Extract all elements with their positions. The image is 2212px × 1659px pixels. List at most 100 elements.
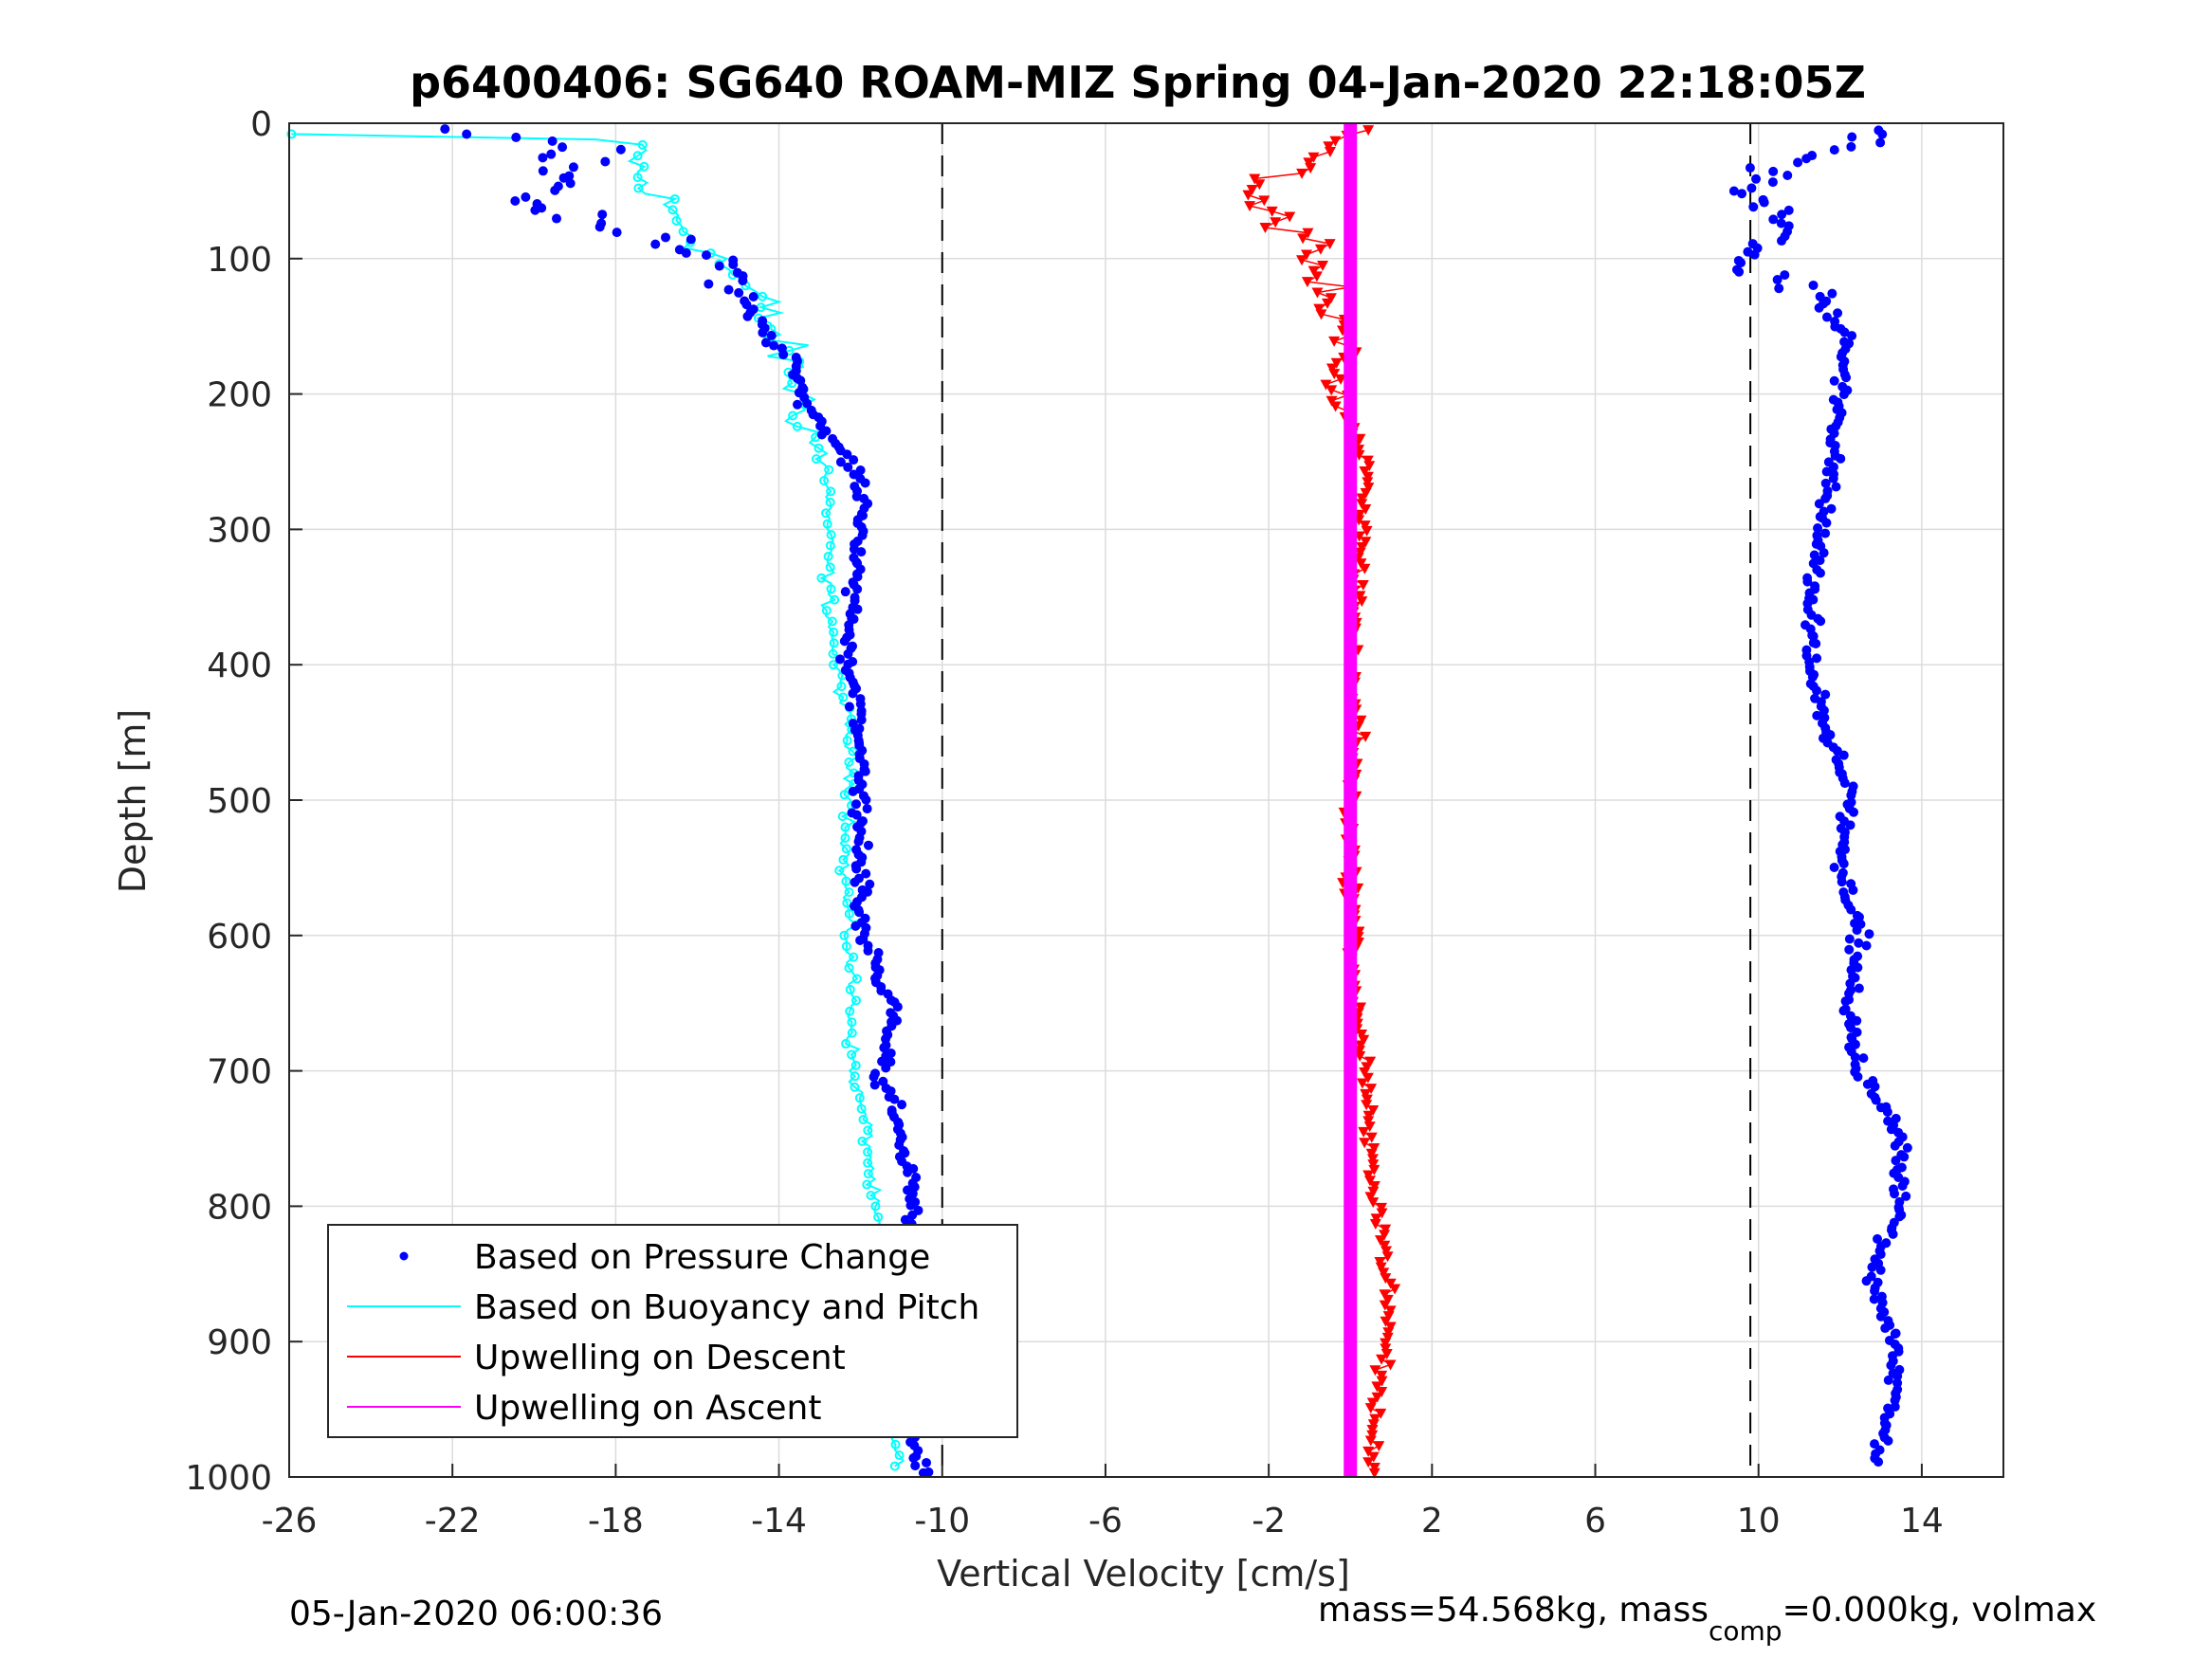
upwelling-descent-marker	[1379, 1230, 1391, 1241]
pressure-descent-dot	[510, 196, 521, 207]
pressure-ascent-dot	[1808, 631, 1819, 642]
pressure-descent-dot	[758, 327, 768, 337]
pressure-ascent-dot	[1751, 173, 1762, 184]
pressure-ascent-dot	[1890, 1401, 1900, 1412]
buoyancy-pitch-point	[671, 215, 682, 226]
pressure-ascent-dot	[1837, 877, 1847, 887]
upwelling-descent-marker	[1360, 503, 1372, 515]
pressure-descent-dot	[558, 173, 569, 183]
upwelling-descent-marker	[1324, 146, 1336, 157]
pressure-descent-dot	[903, 1167, 913, 1177]
upwelling-descent-marker	[1379, 1289, 1391, 1301]
x-tick-label: -2	[1252, 1502, 1286, 1540]
upwelling-descent-marker	[1373, 1441, 1385, 1452]
pressure-ascent-dot	[1870, 1082, 1880, 1092]
upwelling-descent-marker	[1330, 357, 1343, 369]
pressure-descent-dot	[681, 247, 691, 258]
pressure-ascent-dot	[1828, 462, 1838, 472]
pressure-descent-dot	[840, 587, 850, 597]
upwelling-descent-marker	[1366, 1425, 1379, 1436]
buoyancy-pitch-point	[837, 811, 848, 822]
x-tick-label: -26	[262, 1502, 318, 1540]
pressure-ascent-dot	[1813, 523, 1823, 534]
pressure-descent-dot	[862, 804, 872, 814]
pressure-descent-dot	[741, 300, 752, 310]
pressure-ascent-dot	[1839, 778, 1850, 789]
buoyancy-pitch-point	[827, 616, 837, 627]
upwelling-descent-marker	[1366, 1397, 1379, 1409]
y-axis-label: Depth [m]	[112, 709, 154, 894]
pressure-ascent-dot	[1814, 499, 1824, 509]
upwelling-descent-marker	[1322, 298, 1334, 309]
pressure-ascent-dot	[1902, 1142, 1912, 1153]
pressure-descent-dot	[843, 462, 853, 472]
pressure-descent-dot	[552, 213, 562, 224]
upwelling-descent-marker	[1362, 1072, 1374, 1084]
pressure-ascent-dot	[1728, 186, 1739, 196]
pressure-descent-dot	[843, 648, 853, 659]
pressure-ascent-dot	[1899, 1152, 1910, 1162]
legend-marker	[399, 1251, 409, 1261]
buoyancy-pitch-point	[286, 129, 297, 139]
upwelling-descent-marker	[1374, 1256, 1386, 1267]
upwelling-descent-marker	[1356, 596, 1368, 608]
upwelling-descent-marker	[1361, 525, 1373, 537]
upwelling-descent-marker	[1368, 1180, 1380, 1192]
pressure-descent-dot	[848, 688, 858, 699]
buoyancy-pitch-point	[826, 486, 836, 497]
upwelling-descent-marker	[1366, 1430, 1379, 1441]
pressure-ascent-dot	[1882, 1106, 1892, 1117]
y-tick-label: 400	[207, 647, 272, 685]
pressure-descent-dot	[844, 702, 854, 712]
upwelling-descent-marker	[1361, 1100, 1373, 1111]
pressure-ascent-dot	[1854, 983, 1864, 994]
pressure-ascent-dot	[1892, 1371, 1903, 1381]
pressure-ascent-dot	[1816, 616, 1826, 627]
pressure-ascent-dot	[1847, 132, 1857, 142]
buoyancy-pitch-point	[851, 974, 862, 984]
upwelling-descent-marker	[1359, 520, 1371, 532]
pressure-ascent-dot	[1829, 145, 1839, 155]
pressure-ascent-dot	[1870, 1285, 1880, 1296]
upwelling-descent-marker	[1359, 465, 1371, 477]
pressure-descent-dot	[848, 786, 858, 796]
upwelling-descent-marker	[1354, 547, 1366, 558]
upwelling-descent-marker	[1371, 1381, 1383, 1393]
buoyancy-pitch-point	[836, 682, 847, 692]
pressure-descent-dot	[860, 478, 870, 488]
footer-mass-prefix: mass=54.568kg, mass	[1318, 1591, 1709, 1630]
upwelling-descent-marker	[1317, 260, 1329, 271]
pressure-descent-dot	[704, 279, 714, 289]
upwelling-descent-marker	[1371, 1392, 1383, 1403]
buoyancy-pitch-point	[866, 1190, 876, 1200]
upwelling-descent-marker	[1325, 385, 1338, 396]
pressure-descent-dot	[538, 166, 548, 176]
pressure-descent-dot	[856, 547, 867, 557]
upwelling-descent-marker	[1359, 1067, 1371, 1079]
upwelling-descent-marker	[1365, 1148, 1378, 1159]
upwelling-descent-marker	[1364, 1056, 1377, 1067]
upwelling-descent-marker	[1370, 1213, 1382, 1225]
upwelling-descent-marker	[1367, 1197, 1380, 1209]
upwelling-descent-marker	[1367, 1105, 1380, 1117]
pressure-ascent-dot	[1767, 177, 1778, 188]
buoyancy-pitch-point	[826, 584, 836, 594]
pressure-ascent-dot	[1844, 944, 1855, 955]
buoyancy-pitch-point	[844, 908, 854, 919]
buoyancy-pitch-point	[824, 465, 834, 475]
buoyancy-pitch-point	[823, 551, 833, 561]
buoyancy-pitch-point	[863, 1147, 873, 1158]
pressure-ascent-dot	[1820, 689, 1831, 700]
legend-label: Upwelling on Ascent	[474, 1389, 821, 1428]
pressure-ascent-dot	[1875, 1311, 1886, 1322]
upwelling-descent-marker	[1381, 1294, 1394, 1305]
pressure-ascent-dot	[1844, 934, 1855, 944]
pressure-ascent-dot	[1874, 1457, 1884, 1468]
pressure-ascent-dot	[1825, 730, 1836, 740]
y-tick-label: 500	[207, 782, 272, 821]
buoyancy-pitch-point	[819, 475, 830, 485]
upwelling-descent-marker	[1355, 715, 1367, 726]
pressure-ascent-dot	[1829, 863, 1839, 873]
pressure-ascent-dot	[1846, 790, 1856, 800]
pressure-descent-dot	[853, 836, 864, 847]
